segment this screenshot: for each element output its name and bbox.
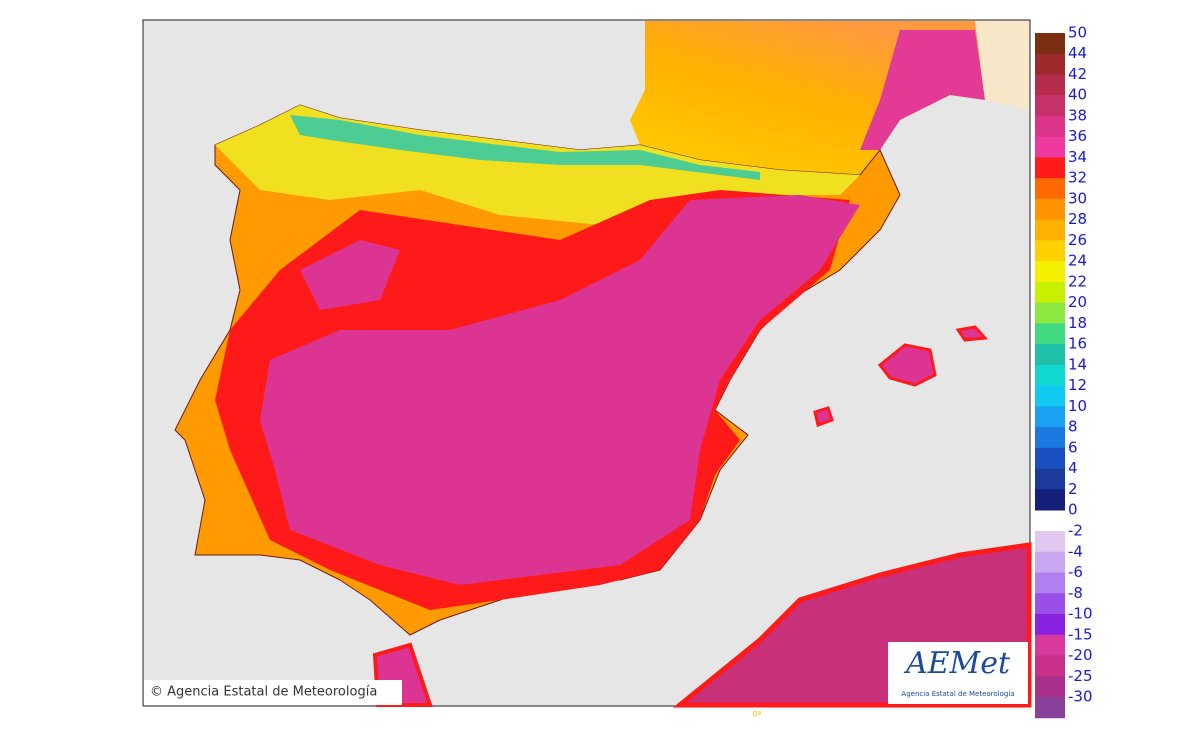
legend-swatch bbox=[1035, 95, 1065, 117]
legend-swatch bbox=[1035, 614, 1065, 636]
legend-label: 28 bbox=[1068, 210, 1087, 228]
legend-swatch bbox=[1035, 385, 1065, 407]
mallorca bbox=[877, 343, 937, 387]
legend-swatch bbox=[1035, 53, 1065, 75]
legend-swatch bbox=[1035, 655, 1065, 677]
legend-label: 40 bbox=[1068, 86, 1087, 104]
legend-swatch bbox=[1035, 489, 1065, 511]
legend-swatch bbox=[1035, 323, 1065, 345]
legend-label: -10 bbox=[1068, 605, 1093, 623]
logo: AEMet Agencia Estatal de Meteorología bbox=[888, 642, 1028, 704]
legend-swatch bbox=[1035, 219, 1065, 241]
andorra-edge bbox=[975, 21, 1029, 110]
legend-label: 14 bbox=[1068, 355, 1087, 373]
legend-swatch bbox=[1035, 593, 1065, 615]
legend-label: 22 bbox=[1068, 272, 1087, 290]
legend-swatch bbox=[1035, 198, 1065, 221]
copyright: © Agencia Estatal de Meteorología bbox=[150, 685, 377, 700]
legend-swatch bbox=[1035, 447, 1065, 470]
legend-swatch bbox=[1035, 281, 1065, 304]
legend-label: 20 bbox=[1068, 293, 1087, 311]
legend-label: -15 bbox=[1068, 625, 1093, 643]
legend-label: 50 bbox=[1068, 24, 1087, 42]
logo-bg bbox=[888, 642, 1028, 704]
legend-swatch bbox=[1035, 551, 1065, 573]
legend-swatch bbox=[1035, 344, 1065, 366]
france-hot bbox=[860, 30, 985, 150]
copyright-bg bbox=[144, 680, 402, 705]
legend-label: 0 bbox=[1068, 501, 1078, 519]
legend-swatch bbox=[1035, 364, 1065, 387]
legend-label: -25 bbox=[1068, 667, 1093, 685]
menorca bbox=[955, 325, 989, 342]
legend-label: 42 bbox=[1068, 65, 1087, 83]
legend-label: 8 bbox=[1068, 418, 1078, 436]
legend-swatch bbox=[1035, 157, 1065, 179]
legend-swatch bbox=[1035, 572, 1065, 594]
legend-swatch bbox=[1035, 240, 1065, 262]
legend-label: -6 bbox=[1068, 563, 1083, 581]
hot-zone bbox=[260, 195, 860, 585]
legend-label: -8 bbox=[1068, 584, 1083, 602]
legend: 5044424038363432302826242220181614121086… bbox=[1035, 24, 1093, 719]
legend-label: -30 bbox=[1068, 688, 1093, 706]
meridian-label: 0º bbox=[753, 710, 762, 719]
legend-label: 12 bbox=[1068, 376, 1087, 394]
legend-swatch bbox=[1035, 33, 1065, 55]
ibiza bbox=[813, 406, 834, 427]
legend-label: 24 bbox=[1068, 252, 1087, 270]
legend-label: 38 bbox=[1068, 106, 1087, 124]
hot-north bbox=[300, 240, 400, 310]
map bbox=[142, 19, 1032, 708]
legend-swatch bbox=[1035, 676, 1065, 698]
legend-label: 10 bbox=[1068, 397, 1087, 415]
legend-swatch bbox=[1035, 468, 1065, 490]
legend-label: 36 bbox=[1068, 127, 1087, 145]
legend-swatch bbox=[1035, 178, 1065, 200]
mountains bbox=[290, 115, 760, 180]
legend-label: 32 bbox=[1068, 169, 1087, 187]
legend-swatch bbox=[1035, 697, 1065, 719]
legend-swatch bbox=[1035, 634, 1065, 656]
legend-label: 44 bbox=[1068, 44, 1087, 62]
legend-label: 16 bbox=[1068, 335, 1087, 353]
legend-swatch bbox=[1035, 427, 1065, 449]
legend-label: 6 bbox=[1068, 438, 1078, 456]
legend-swatch bbox=[1035, 531, 1065, 553]
legend-swatch bbox=[1035, 406, 1065, 428]
logo-name: AEMet bbox=[903, 646, 1011, 681]
legend-label: 2 bbox=[1068, 480, 1078, 498]
legend-label: -4 bbox=[1068, 542, 1083, 560]
legend-label: -2 bbox=[1068, 522, 1083, 540]
legend-swatch bbox=[1035, 302, 1065, 324]
copyright-box: © Agencia Estatal de Meteorología bbox=[144, 680, 402, 705]
legend-swatch bbox=[1035, 74, 1065, 96]
legend-swatch bbox=[1035, 115, 1065, 138]
legend-label: -20 bbox=[1068, 646, 1093, 664]
legend-swatch bbox=[1035, 261, 1065, 283]
legend-label: 30 bbox=[1068, 189, 1087, 207]
legend-label: 34 bbox=[1068, 148, 1087, 166]
legend-label: 4 bbox=[1068, 459, 1078, 477]
legend-label: 18 bbox=[1068, 314, 1087, 332]
legend-label: 26 bbox=[1068, 231, 1087, 249]
legend-swatch bbox=[1035, 136, 1065, 158]
logo-subtitle: Agencia Estatal de Meteorología bbox=[901, 690, 1014, 698]
